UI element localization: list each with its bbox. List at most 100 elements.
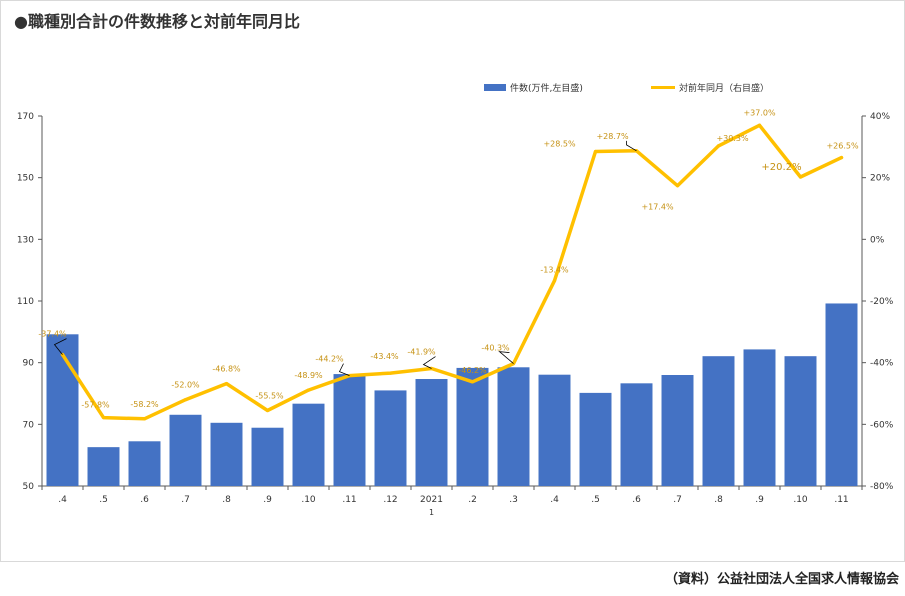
yoy-data-label-18: +20.2%	[761, 162, 801, 173]
bar-5	[251, 427, 284, 486]
bar-18	[784, 356, 817, 486]
bar-8	[374, 390, 407, 486]
x-tick-label: 2021	[420, 495, 443, 505]
yoy-point-5	[265, 408, 270, 413]
yoy-point-12	[552, 279, 557, 283]
yoy-point-15	[675, 184, 680, 188]
x-tick-label: .8	[714, 495, 723, 505]
yoy-point-3	[183, 398, 188, 402]
legend-bar-label: 件数(万件,左目盛)	[510, 82, 583, 94]
yoy-data-label-9: -41.9%	[407, 348, 436, 357]
x-tick-label: .4	[58, 495, 67, 505]
label-leader	[626, 140, 637, 152]
plot-area: 50 70 90 110 130 150 170 -80% -60% -40% -20% 0% 20% 4…	[17, 108, 894, 517]
x-tick-label: .6	[140, 495, 149, 505]
yoy-data-label-11: -40.3%	[481, 344, 510, 353]
yoy-data-label-10: -46.2%	[458, 366, 487, 375]
yoy-data-label-12: -13.4%	[540, 266, 569, 275]
bar-10	[456, 367, 489, 486]
y-left-tick-label: 130	[17, 235, 34, 245]
legend-line-label: 対前年同月（右目盛）	[679, 82, 769, 94]
y-left-tick-label: 50	[23, 482, 35, 492]
chart-svg: 件数(万件,左目盛) 対前年同月（右目盛） 50 70 90 110 130 150 170…	[0, 0, 905, 562]
x-tick-label: .8	[222, 495, 231, 505]
bar-11	[497, 367, 530, 486]
x-tick-label: .12	[383, 495, 397, 505]
label-leader	[338, 363, 350, 376]
yoy-point-4	[224, 382, 229, 386]
yoy-point-1	[101, 415, 106, 420]
yoy-data-label-19: +26.5%	[826, 142, 859, 151]
yoy-data-label-15: +17.4%	[641, 203, 674, 212]
legend: 件数(万件,左目盛) 対前年同月（右目盛）	[484, 82, 769, 94]
chart-area: ●職種別合計の件数推移と対前年同月比 件数(万件,左目盛) 対前年同月（右目盛）…	[0, 0, 905, 562]
bar-7	[333, 374, 366, 486]
yoy-data-label-14: +28.7%	[596, 132, 629, 141]
yoy-data-label-0: -37.4%	[38, 330, 67, 339]
yoy-data-label-17: +37.0%	[743, 108, 776, 117]
bar-6	[292, 403, 325, 486]
x-tick-label: .7	[181, 495, 190, 505]
source-note: （資料）公益社団法人全国求人情報協会	[664, 572, 899, 587]
bar-1	[87, 447, 120, 486]
bar-19	[825, 303, 858, 486]
bar-15	[661, 375, 694, 486]
yoy-point-2	[142, 417, 147, 421]
x-tick-label: .4	[550, 495, 559, 505]
x-tick-label: .5	[591, 495, 600, 505]
yoy-data-label-13: +28.5%	[543, 139, 576, 148]
chart-title: ●職種別合計の件数推移と対前年同月比	[14, 12, 300, 31]
yoy-point-17	[757, 123, 762, 127]
y-right-tick-label: 40%	[870, 112, 890, 122]
yoy-data-label-5: -55.5%	[255, 391, 284, 400]
yoy-data-label-7: -44.2%	[315, 355, 344, 364]
x-tick-sublabel: 1	[429, 508, 434, 517]
yoy-data-label-6: -48.9%	[294, 371, 323, 380]
bar-9	[415, 379, 448, 486]
yoy-point-13	[593, 149, 598, 154]
label-leader	[53, 338, 67, 355]
yoy-point-18	[798, 175, 803, 179]
y-left-tick-label: 150	[17, 174, 34, 184]
bar-2	[128, 441, 161, 486]
yoy-data-label-2: -58.2%	[130, 400, 159, 409]
yoy-data-label-16: +30.3%	[716, 134, 749, 143]
label-leader	[422, 356, 436, 369]
x-tick-label: .11	[342, 495, 356, 505]
y-left-tick-label: 90	[23, 359, 35, 369]
y-right-tick-label: -60%	[870, 420, 894, 430]
bar-0	[46, 334, 79, 486]
y-left-tick-label: 170	[17, 112, 34, 122]
yoy-line	[60, 123, 844, 421]
x-tick-label: .11	[834, 495, 848, 505]
bar-3	[169, 414, 202, 486]
y-right-tick-label: 20%	[870, 174, 890, 184]
y-left-tick-label: 70	[23, 420, 35, 430]
x-tick-label: .2	[468, 495, 477, 505]
x-tick-label: .10	[793, 495, 808, 505]
bar-16	[702, 356, 735, 486]
yoy-point-16	[716, 144, 721, 148]
yoy-point-10	[470, 380, 475, 384]
bar-17	[743, 349, 776, 486]
legend-bar-swatch	[484, 84, 506, 91]
bar-4	[210, 422, 243, 486]
y-right-tick-label: -20%	[870, 297, 894, 307]
x-tick-label: .10	[301, 495, 316, 505]
yoy-data-label-1: -57.8%	[81, 401, 110, 410]
yoy-data-label-8: -43.4%	[370, 352, 399, 361]
y-left-tick-label: 110	[17, 297, 34, 307]
y-right-tick-label: -40%	[870, 359, 894, 369]
yoy-data-label-4: -46.8%	[212, 365, 241, 374]
x-tick-label: .3	[509, 495, 518, 505]
yoy-data-label-3: -52.0%	[171, 381, 200, 390]
bar-12	[538, 374, 571, 486]
x-tick-label: .7	[673, 495, 682, 505]
x-tick-label: .5	[99, 495, 108, 505]
x-tick-label: .9	[755, 495, 764, 505]
y-right-tick-label: -80%	[870, 482, 894, 492]
yoy-point-6	[306, 388, 311, 392]
yoy-point-8	[388, 371, 393, 375]
y-right-tick-label: 0%	[870, 235, 885, 245]
x-tick-label: .6	[632, 495, 641, 505]
